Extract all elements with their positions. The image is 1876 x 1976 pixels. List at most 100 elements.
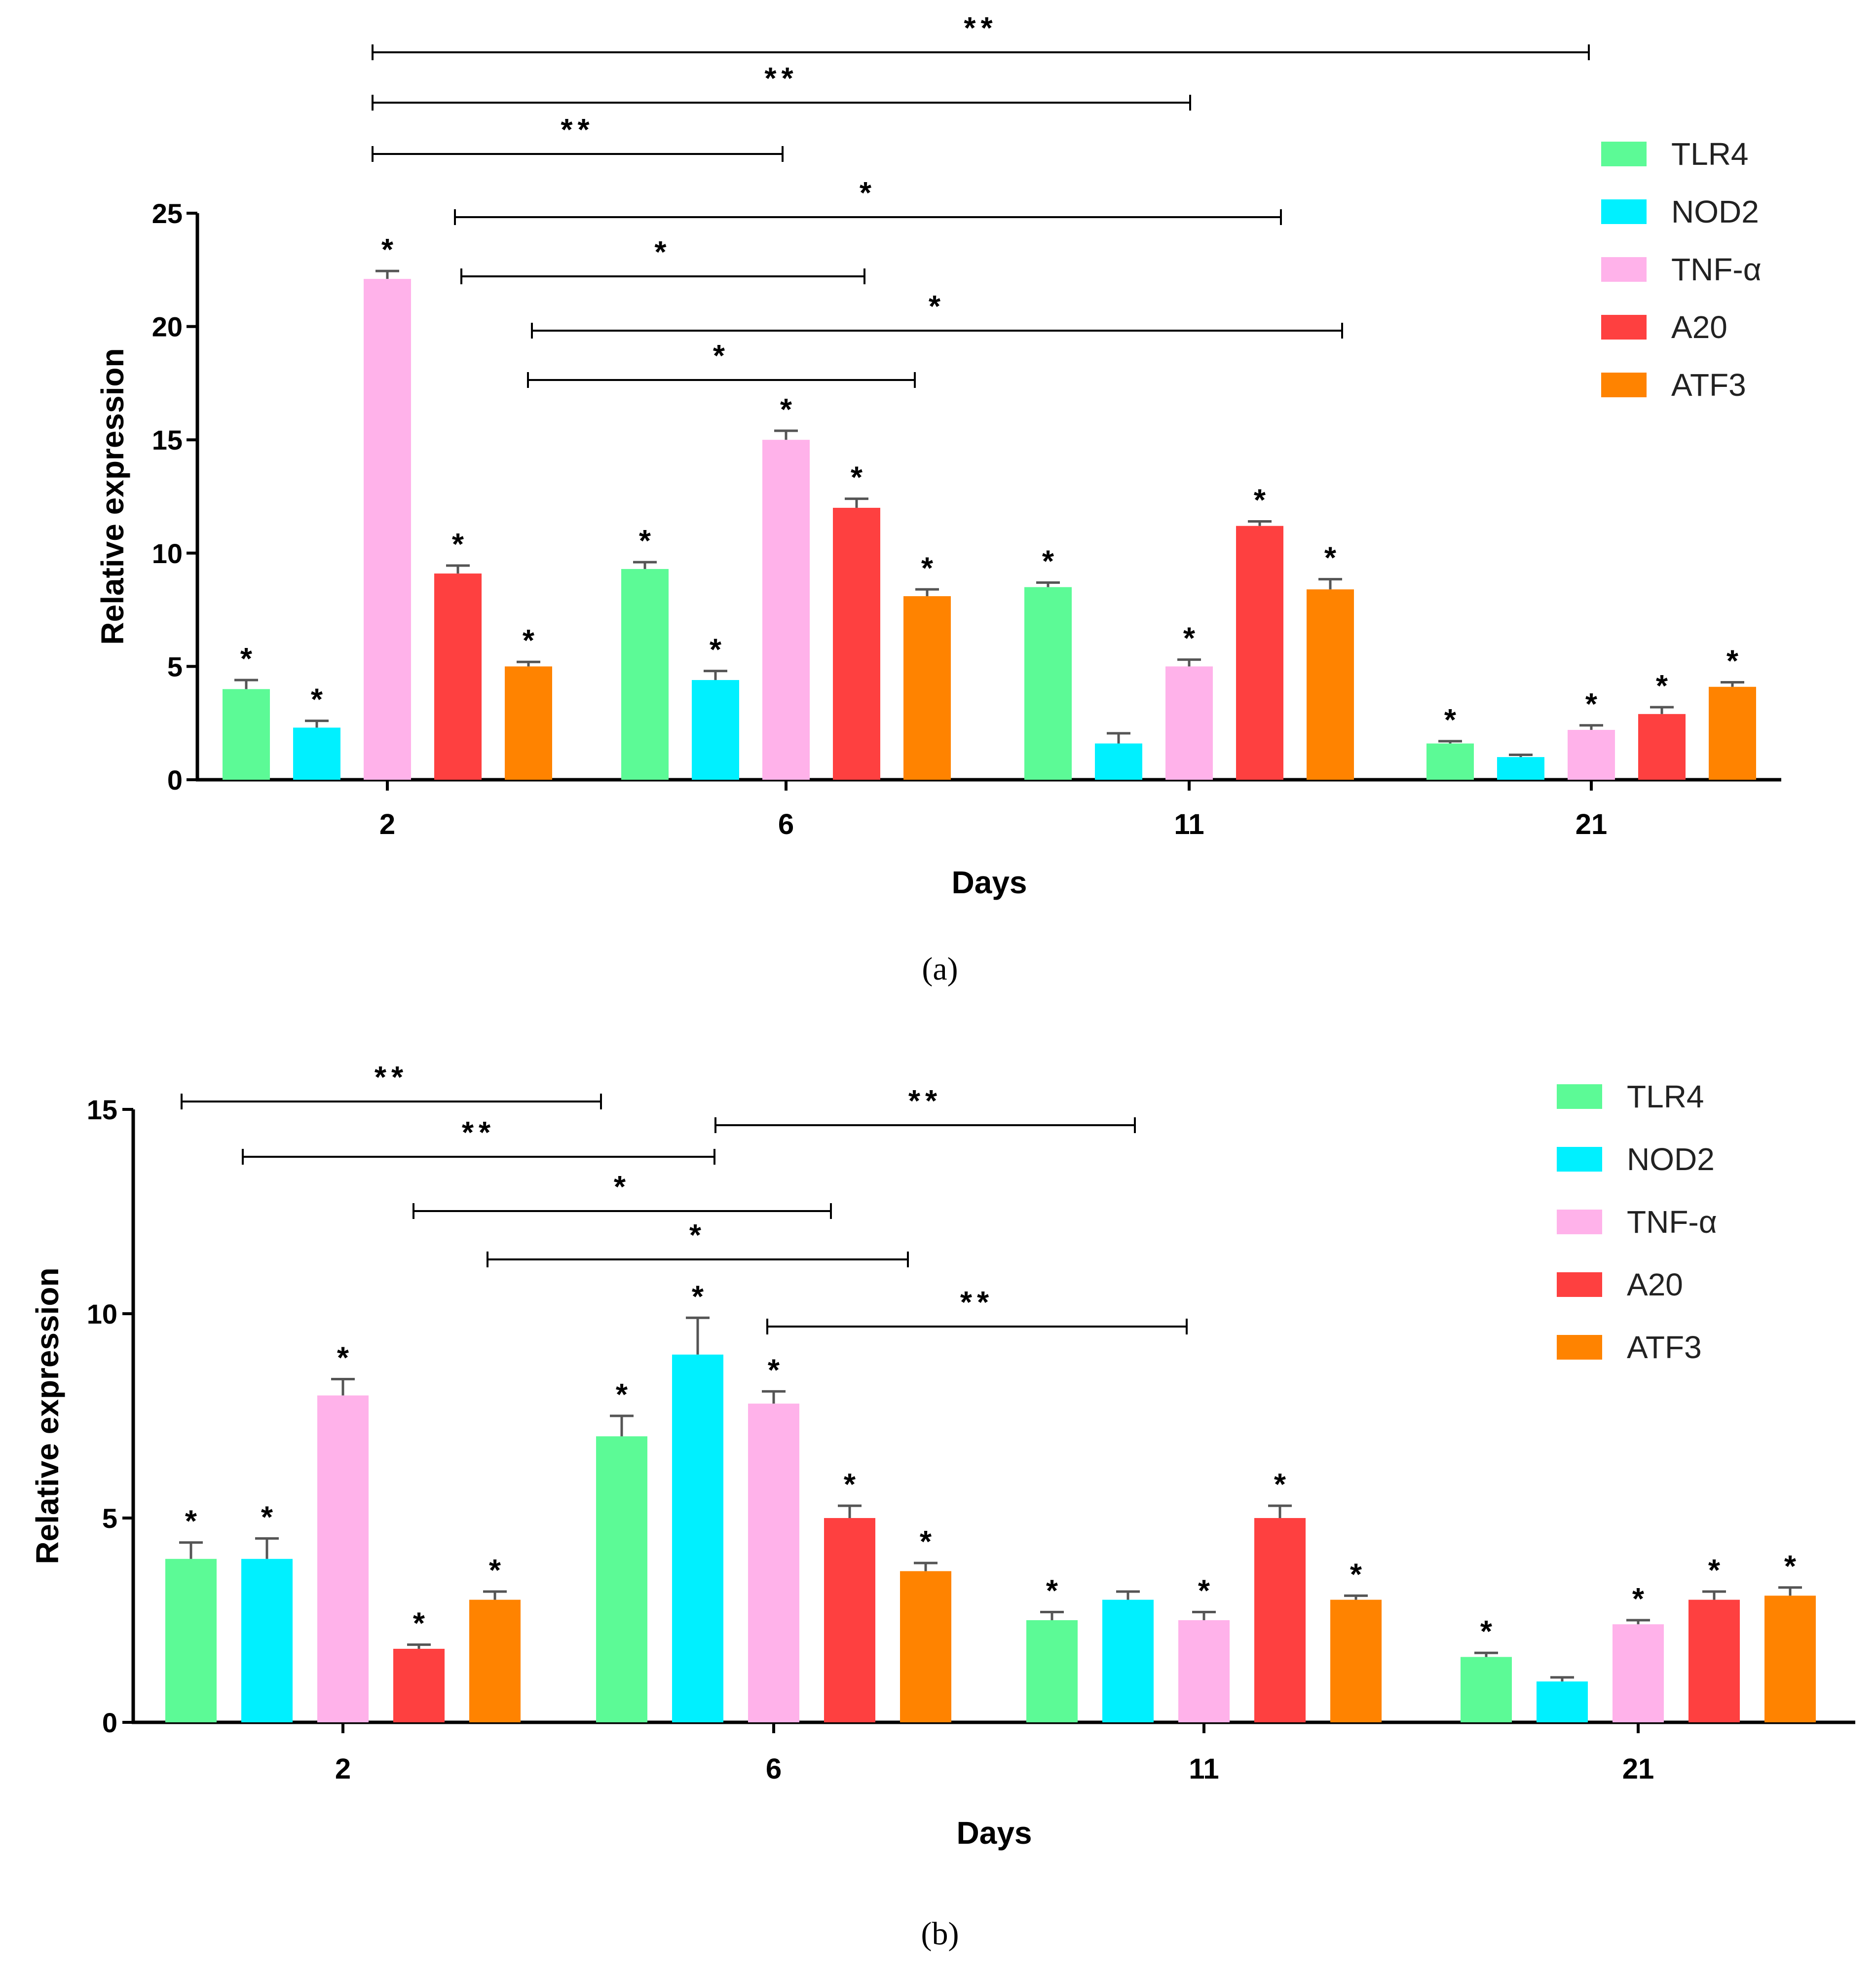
panel-a-chart: 0 5 10 15 20 25 2 6 11 21 Days Relative expression *… xyxy=(95,11,1781,987)
significance-mark: * xyxy=(1350,1558,1362,1592)
comparison-label: * xyxy=(860,176,876,210)
panel-caption: (a) xyxy=(922,951,958,987)
bar-TLR4-day-11 xyxy=(1024,587,1072,780)
significance-mark: * xyxy=(311,683,323,717)
bar-TNF-α-day-2 xyxy=(364,279,411,780)
significance-mark: * xyxy=(337,1341,349,1375)
significance-mark: * xyxy=(1198,1574,1210,1608)
legend-label: ATF3 xyxy=(1627,1330,1702,1365)
comparison-label: ** xyxy=(908,1084,942,1118)
legend-swatch-ATF3 xyxy=(1557,1335,1602,1360)
bar-A20-day-11 xyxy=(1236,526,1283,780)
legend-swatch-A20 xyxy=(1601,315,1647,340)
bar-NOD2-day-2 xyxy=(293,727,340,780)
y-tick-label: 15 xyxy=(87,1094,117,1125)
bar-ATF3-day-6 xyxy=(903,596,951,780)
significance-mark: * xyxy=(452,528,464,562)
bar-A20-day-6 xyxy=(833,507,880,780)
y-tick-label: 5 xyxy=(167,651,183,682)
significance-mark: * xyxy=(692,1280,704,1314)
bar-A20-day-2 xyxy=(434,573,482,780)
significance-mark: * xyxy=(1726,645,1739,679)
bar-TNF-α-day-6 xyxy=(748,1404,799,1722)
bar-TNF-α-day-21 xyxy=(1568,729,1615,780)
bar-A20-day-11 xyxy=(1254,1518,1306,1722)
significance-mark: * xyxy=(1585,687,1598,722)
significance-mark: * xyxy=(616,1378,628,1412)
bar-NOD2-day-6 xyxy=(692,680,739,780)
y-tick-label: 0 xyxy=(102,1707,117,1738)
bar-TNF-α-day-21 xyxy=(1613,1624,1664,1722)
bar-NOD2-day-2 xyxy=(241,1558,293,1722)
x-tick-label: 21 xyxy=(1576,808,1608,840)
significance-mark: * xyxy=(780,393,792,427)
bar-ATF3-day-2 xyxy=(469,1599,521,1722)
y-tick-label: 20 xyxy=(152,311,183,342)
legend-label: TLR4 xyxy=(1671,136,1749,172)
legend-label: TLR4 xyxy=(1627,1079,1704,1114)
x-tick-label: 2 xyxy=(379,808,395,840)
y-tick-label: 25 xyxy=(152,198,183,229)
y-tick-label: 10 xyxy=(152,538,183,569)
y-axis-label: Relative expression xyxy=(30,1267,65,1564)
bar-TNF-α-day-11 xyxy=(1165,666,1213,780)
panel-caption: (b) xyxy=(921,1916,959,1952)
significance-mark: * xyxy=(921,551,934,585)
legend-swatch-TLR4 xyxy=(1601,142,1647,166)
comparison-label: ** xyxy=(764,62,798,96)
significance-mark: * xyxy=(1632,1582,1645,1616)
comparison-label: ** xyxy=(960,1286,994,1320)
x-tick-label: 11 xyxy=(1189,1753,1219,1785)
legend-swatch-ATF3 xyxy=(1601,373,1647,397)
legend-swatch-NOD2 xyxy=(1601,199,1647,224)
comparison-label: ** xyxy=(375,1061,408,1095)
bar-NOD2-day-6 xyxy=(672,1354,723,1722)
significance-mark: * xyxy=(1274,1468,1286,1502)
legend-label: ATF3 xyxy=(1671,367,1746,403)
x-tick-label: 6 xyxy=(778,808,794,840)
bar-A20-day-2 xyxy=(393,1648,445,1722)
significance-mark: * xyxy=(1046,1574,1058,1608)
bar-TNF-α-day-2 xyxy=(317,1395,369,1722)
comparison-label: * xyxy=(654,235,671,269)
bar-TLR4-day-2 xyxy=(223,689,270,780)
bar-ATF3-day-11 xyxy=(1307,589,1354,780)
bar-ATF3-day-21 xyxy=(1709,686,1756,780)
y-tick-label: 15 xyxy=(152,424,183,456)
legend-label: TNF-α xyxy=(1627,1204,1717,1240)
bar-A20-day-21 xyxy=(1688,1599,1740,1722)
significance-mark: * xyxy=(768,1353,780,1387)
x-tick-label: 11 xyxy=(1174,808,1204,840)
significance-mark: * xyxy=(1480,1615,1493,1649)
y-tick-label: 0 xyxy=(167,764,183,796)
y-axis-label: Relative expression xyxy=(95,348,130,645)
x-tick-label: 2 xyxy=(335,1753,351,1785)
y-tick-label: 10 xyxy=(87,1298,117,1330)
bar-A20-day-21 xyxy=(1638,714,1686,780)
significance-mark: * xyxy=(523,624,535,658)
x-axis-label: Days xyxy=(952,865,1027,900)
bar-A20-day-6 xyxy=(824,1518,875,1722)
significance-mark: * xyxy=(1183,622,1196,656)
legend-label: A20 xyxy=(1671,309,1727,345)
significance-mark: * xyxy=(920,1525,932,1559)
significance-mark: * xyxy=(185,1505,197,1539)
comparison-label: ** xyxy=(462,1116,495,1150)
bar-NOD2-day-11 xyxy=(1102,1599,1154,1722)
legend-label: NOD2 xyxy=(1627,1141,1715,1177)
comparison-label: * xyxy=(929,290,945,324)
significance-mark: * xyxy=(1784,1550,1797,1584)
bar-TLR4-day-6 xyxy=(621,569,669,780)
bar-TLR4-day-2 xyxy=(165,1558,217,1722)
bar-TLR4-day-21 xyxy=(1461,1657,1512,1722)
significance-mark: * xyxy=(844,1468,856,1502)
legend-label: NOD2 xyxy=(1671,194,1759,229)
bar-NOD2-day-11 xyxy=(1095,743,1142,780)
comparison-label: * xyxy=(614,1170,631,1204)
legend-swatch-NOD2 xyxy=(1557,1147,1602,1172)
bar-ATF3-day-6 xyxy=(900,1571,951,1722)
significance-mark: * xyxy=(1708,1554,1721,1588)
comparison-label: ** xyxy=(561,113,594,147)
